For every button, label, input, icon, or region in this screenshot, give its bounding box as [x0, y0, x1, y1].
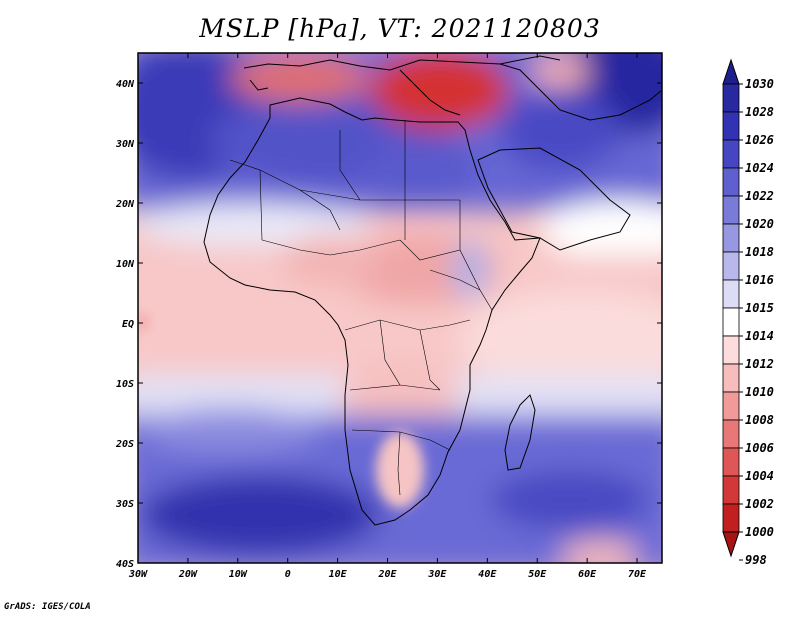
colorbar-label: 998 [745, 553, 767, 567]
colorbar-swatch [722, 503, 740, 533]
lon-tick-label: 20E [377, 569, 397, 580]
colorbar-swatch [722, 335, 740, 365]
lat-tick-label: 10N [116, 259, 135, 270]
colorbar-label: 1018 [745, 245, 774, 259]
colorbar-label: 1004 [745, 469, 774, 483]
lat-tick-label: EQ [122, 319, 134, 330]
lon-tick-label: 10W [229, 569, 248, 580]
colorbar-swatch [722, 195, 740, 225]
colorbar-swatch [722, 307, 740, 337]
country-borders [229, 120, 493, 496]
colorbar-swatch [722, 139, 740, 169]
lon-tick-label: 60E [578, 569, 597, 580]
colorbar-label: 1015 [745, 301, 774, 315]
grads-credit: GrADS: IGES/COLA [4, 602, 91, 612]
lon-tick-label: 30E [427, 569, 447, 580]
lat-tick-label: 40S [116, 559, 134, 570]
lon-tick-label: 50E [528, 569, 547, 580]
colorbar-label: 1014 [745, 329, 774, 343]
colorbar-label: 1030 [745, 77, 774, 91]
lon-tick-label: 70E [628, 569, 647, 580]
colorbar-label: 1006 [745, 441, 774, 455]
map-axes: 30W 20W 10W 0 10E 20E 30E 40E 50E 60E 70E 40N 30N 20N… [115, 53, 662, 580]
colorbar-swatch [722, 419, 740, 449]
lon-tick-label: 40E [478, 569, 497, 580]
colorbar-swatch [722, 111, 740, 141]
lat-tick-label: 30S [115, 499, 134, 510]
lon-tick-label: 0 [285, 569, 291, 580]
colorbar-bottom-arrow [722, 531, 740, 558]
colorbar-swatch [722, 363, 740, 393]
colorbar-swatch [722, 475, 740, 505]
lat-tick-label: 10S [116, 379, 134, 390]
colorbar-label: 1012 [745, 357, 774, 371]
colorbar-label: 1000 [745, 525, 774, 539]
colorbar: 1030 1028 1026 1024 1022 1020 1018 1016 1015 1014… [722, 58, 774, 567]
colorbar-swatch [722, 167, 740, 197]
colorbar-label: 1008 [745, 413, 774, 427]
colorbar-swatch [722, 391, 740, 421]
colorbar-swatch [722, 279, 740, 309]
lon-tick-label: 10E [329, 569, 348, 580]
colorbar-label: 1002 [745, 497, 774, 511]
map-frame [137, 52, 663, 564]
colorbar-label: 1024 [745, 161, 774, 175]
map-title: MSLP [hPa], VT: 2021120803 [199, 14, 601, 43]
colorbar-swatch [722, 223, 740, 253]
colorbar-label: 1016 [745, 273, 774, 287]
lat-tick-label: 30N [115, 139, 135, 150]
pressure-field [138, 53, 662, 563]
colorbar-label: 1010 [745, 385, 774, 399]
lat-tick-label: 40N [116, 79, 135, 90]
colorbar-label: 1028 [745, 105, 774, 119]
colorbar-swatch [722, 83, 740, 113]
colorbar-top-arrow [722, 58, 740, 85]
lon-tick-label: 20W [178, 569, 198, 580]
colorbar-label: 1022 [745, 189, 774, 203]
colorbar-swatch [722, 447, 740, 477]
coastlines [203, 55, 662, 526]
colorbar-label: 1020 [745, 217, 774, 231]
lat-tick-label: 20N [115, 199, 135, 210]
colorbar-label: 1026 [745, 133, 774, 147]
lat-tick-label: 20S [115, 439, 134, 450]
colorbar-swatch [722, 251, 740, 281]
lon-tick-label: 30W [128, 569, 148, 580]
